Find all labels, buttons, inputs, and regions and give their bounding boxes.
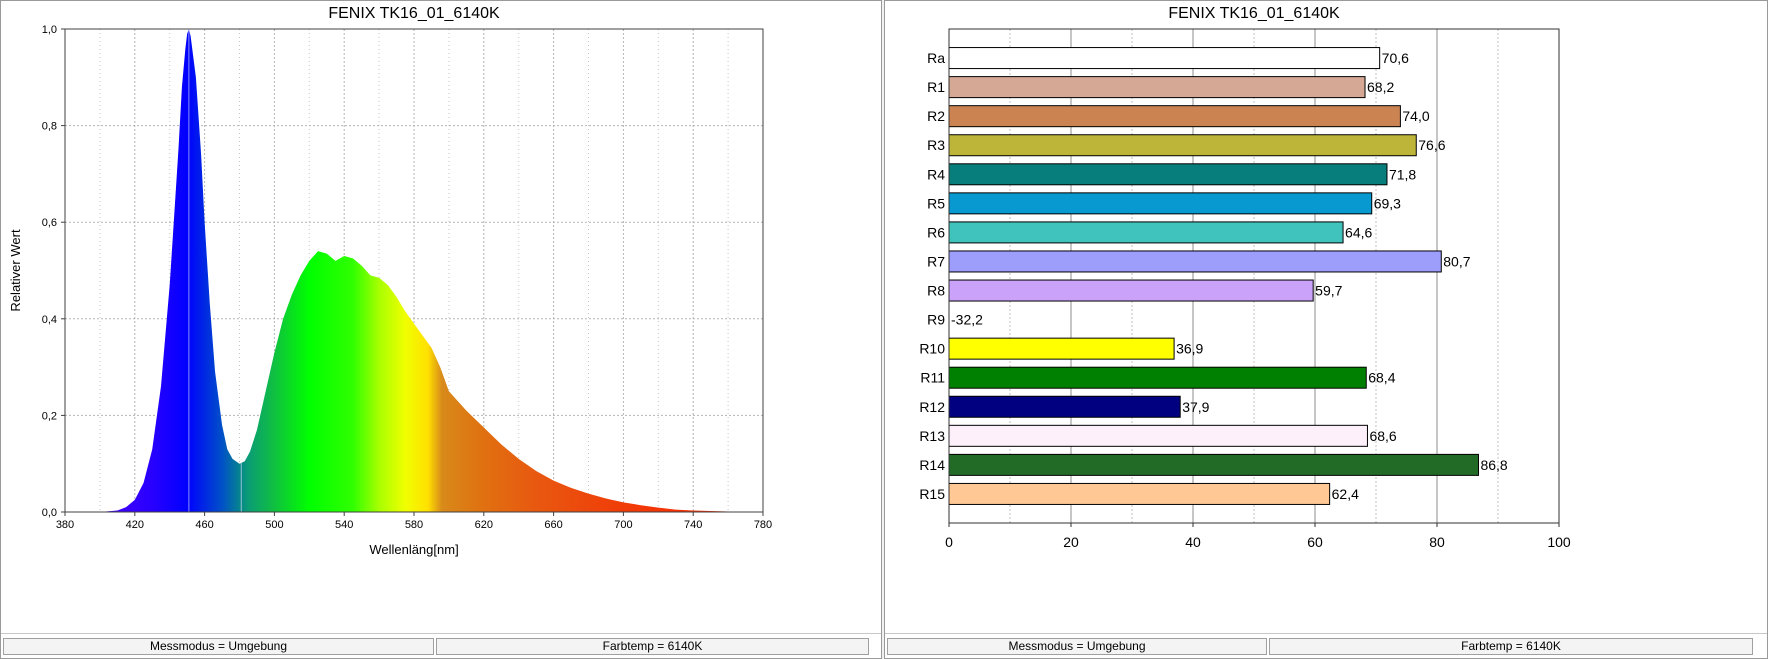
bar-r14 [948,453,1479,476]
value-label: 69,3 [1374,195,1401,211]
bar-r13 [948,424,1368,447]
x-tick-label: 40 [1185,534,1201,550]
x-tick-label: 420 [126,519,144,531]
status-color-temp: Farbtemp = 6140K [436,638,869,655]
x-tick-label: 380 [56,519,74,531]
bar-r2 [948,105,1401,128]
status-measure-mode: Messmodus = Umgebung [887,638,1267,655]
category-label: R14 [919,457,945,473]
bar-r12 [948,395,1181,418]
category-label: R6 [927,224,945,240]
x-tick-label: 740 [684,519,702,531]
value-label: 59,7 [1315,283,1342,299]
x-tick-label: 620 [475,519,493,531]
plot-area [949,29,1559,523]
value-label: 68,2 [1367,79,1394,95]
y-tick-label: 1,0 [42,24,57,36]
bar-ra [948,47,1381,70]
bar-r7 [948,250,1442,273]
chart-title: FENIX TK16_01_6140K [328,5,500,22]
category-label: R8 [927,283,945,299]
spectrum-panel: 380 420 460 500 540 580 620 660 700 740 780 0,0 0,2 0… [0,0,882,659]
y-tick-label: 0,0 [42,507,57,519]
value-label: 80,7 [1443,253,1470,269]
value-label: 64,6 [1345,224,1372,240]
x-tick-label: 580 [405,519,423,531]
category-label: R5 [927,195,945,211]
category-label: R10 [919,341,945,357]
bar-r4 [948,163,1388,186]
category-label: Ra [927,50,945,66]
y-tick-label: 0,2 [42,410,57,422]
x-axis-label: Wellenläng[nm] [369,542,458,557]
category-label: R13 [919,428,945,444]
y-tick-label: 0,6 [42,217,57,229]
spectrum-area [65,29,746,512]
plot-frame [948,28,1560,524]
value-label: -32,2 [951,312,983,328]
value-label: 71,8 [1389,166,1416,182]
category-label: R12 [919,399,945,415]
status-divider [885,633,1767,634]
x-tick-label: 460 [195,519,213,531]
y-tick-label: 0,8 [42,121,57,133]
chart-title: FENIX TK16_01_6140K [1168,5,1340,22]
value-label: 74,0 [1402,108,1429,124]
x-tick-label: 540 [335,519,353,531]
status-measure-mode: Messmodus = Umgebung [3,638,434,655]
category-label: R2 [927,108,945,124]
x-tick-label: 780 [754,519,772,531]
value-label: 70,6 [1382,50,1409,66]
bar-r11 [948,366,1367,389]
value-label: 68,4 [1368,370,1395,386]
spectrum-chart: 380 420 460 500 540 580 620 660 700 740 780 0,0 0,2 0… [8,5,772,557]
category-label: R3 [927,137,945,153]
value-label: 86,8 [1480,457,1507,473]
value-label: 62,4 [1332,486,1359,502]
cri-chart: Ra 70,6 R1 68,2 R2 74,0 R3 76,6 R4 71,8 R5 69,3 R6 64… [919,5,1571,550]
bar-r1 [948,76,1366,99]
x-tick-label: 0 [945,534,953,550]
category-label: R4 [927,166,945,182]
bar-r10 [948,337,1175,360]
x-tick-label: 500 [265,519,283,531]
x-tick-label: 700 [614,519,632,531]
value-label: 68,6 [1369,428,1396,444]
y-axis-label: Relativer Wert [8,229,23,312]
category-label: R11 [920,370,945,386]
x-tick-label: 80 [1429,534,1445,550]
bar-r8 [948,279,1314,302]
x-tick-label: 20 [1063,534,1079,550]
status-divider [1,633,881,634]
category-label: R9 [927,312,945,328]
bar-r5 [948,192,1373,215]
x-tick-label: 660 [544,519,562,531]
category-label: R15 [919,486,945,502]
value-label: 76,6 [1418,137,1445,153]
bar-r15 [948,482,1331,505]
bar-r3 [948,134,1417,157]
x-tick-label: 60 [1307,534,1323,550]
bar-r6 [948,221,1344,244]
y-tick-label: 0,4 [42,314,57,326]
value-label: 37,9 [1182,399,1209,415]
x-tick-label: 100 [1547,534,1571,550]
value-label: 36,9 [1176,341,1203,357]
category-label: R1 [927,79,945,95]
category-label: R7 [927,253,945,269]
status-color-temp: Farbtemp = 6140K [1269,638,1753,655]
cri-panel: Ra 70,6 R1 68,2 R2 74,0 R3 76,6 R4 71,8 R5 69,3 R6 64… [884,0,1768,659]
